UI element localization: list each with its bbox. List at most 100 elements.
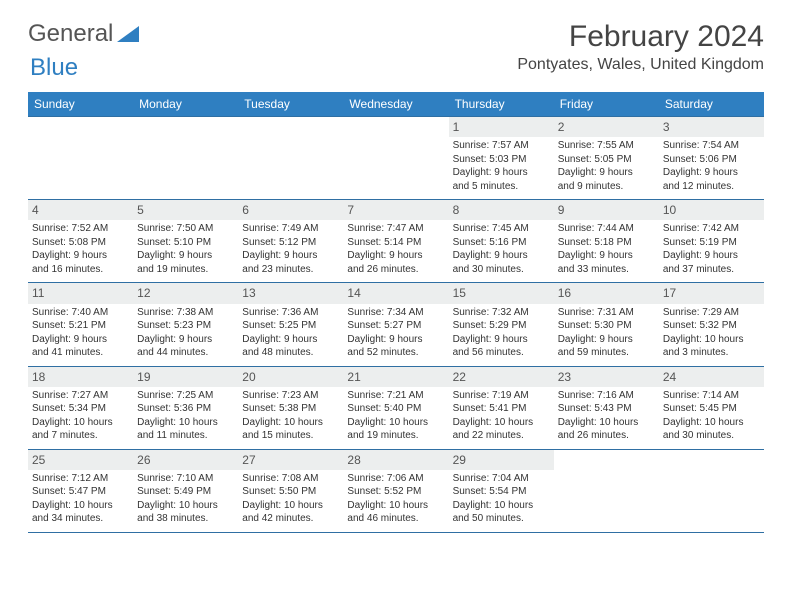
day-number: 3: [659, 117, 764, 137]
day-number: 13: [238, 283, 343, 303]
day-detail-sr: Sunrise: 7:50 AM: [137, 222, 234, 236]
day-detail-ss: Sunset: 5:10 PM: [137, 236, 234, 250]
day-number: [659, 450, 764, 470]
day-cell: 6Sunrise: 7:49 AMSunset: 5:12 PMDaylight…: [238, 200, 343, 282]
day-detail-ss: Sunset: 5:18 PM: [558, 236, 655, 250]
day-detail-dl2: and 16 minutes.: [32, 263, 129, 277]
day-detail-dl1: Daylight: 9 hours: [558, 166, 655, 180]
day-detail-sr: Sunrise: 7:06 AM: [347, 472, 444, 486]
day-detail-sr: Sunrise: 7:55 AM: [558, 139, 655, 153]
day-number: 17: [659, 283, 764, 303]
day-detail-dl1: Daylight: 10 hours: [242, 416, 339, 430]
day-detail-dl2: and 19 minutes.: [347, 429, 444, 443]
day-detail-sr: Sunrise: 7:34 AM: [347, 306, 444, 320]
day-cell: 29Sunrise: 7:04 AMSunset: 5:54 PMDayligh…: [449, 450, 554, 532]
day-detail-dl2: and 50 minutes.: [453, 512, 550, 526]
day-detail-dl1: Daylight: 10 hours: [453, 416, 550, 430]
day-detail-dl1: Daylight: 9 hours: [663, 166, 760, 180]
day-detail-dl2: and 52 minutes.: [347, 346, 444, 360]
day-number: 2: [554, 117, 659, 137]
day-detail-sr: Sunrise: 7:57 AM: [453, 139, 550, 153]
day-number: 20: [238, 367, 343, 387]
day-detail-dl1: Daylight: 9 hours: [137, 249, 234, 263]
day-detail-sr: Sunrise: 7:32 AM: [453, 306, 550, 320]
week-row: 4Sunrise: 7:52 AMSunset: 5:08 PMDaylight…: [28, 199, 764, 282]
day-detail-ss: Sunset: 5:19 PM: [663, 236, 760, 250]
week-row: 1Sunrise: 7:57 AMSunset: 5:03 PMDaylight…: [28, 116, 764, 199]
day-detail-dl1: Daylight: 10 hours: [32, 416, 129, 430]
day-cell: 1Sunrise: 7:57 AMSunset: 5:03 PMDaylight…: [449, 117, 554, 199]
day-of-week-header: Sunday Monday Tuesday Wednesday Thursday…: [28, 92, 764, 116]
dow-friday: Friday: [554, 92, 659, 116]
day-cell: 17Sunrise: 7:29 AMSunset: 5:32 PMDayligh…: [659, 283, 764, 365]
day-detail-dl1: Daylight: 9 hours: [347, 333, 444, 347]
day-number: 22: [449, 367, 554, 387]
day-cell: [238, 117, 343, 199]
day-detail-dl2: and 30 minutes.: [663, 429, 760, 443]
day-number: 1: [449, 117, 554, 137]
dow-thursday: Thursday: [449, 92, 554, 116]
day-detail-ss: Sunset: 5:27 PM: [347, 319, 444, 333]
day-detail-sr: Sunrise: 7:54 AM: [663, 139, 760, 153]
day-detail-dl2: and 30 minutes.: [453, 263, 550, 277]
day-number: 16: [554, 283, 659, 303]
day-cell: 23Sunrise: 7:16 AMSunset: 5:43 PMDayligh…: [554, 367, 659, 449]
day-detail-dl2: and 46 minutes.: [347, 512, 444, 526]
day-detail-dl1: Daylight: 10 hours: [663, 333, 760, 347]
day-detail-ss: Sunset: 5:45 PM: [663, 402, 760, 416]
day-detail-ss: Sunset: 5:25 PM: [242, 319, 339, 333]
dow-sunday: Sunday: [28, 92, 133, 116]
day-detail-dl1: Daylight: 10 hours: [32, 499, 129, 513]
day-detail-dl2: and 5 minutes.: [453, 180, 550, 194]
day-detail-ss: Sunset: 5:43 PM: [558, 402, 655, 416]
day-number: 19: [133, 367, 238, 387]
day-cell: 4Sunrise: 7:52 AMSunset: 5:08 PMDaylight…: [28, 200, 133, 282]
day-number: 8: [449, 200, 554, 220]
day-detail-ss: Sunset: 5:08 PM: [32, 236, 129, 250]
day-detail-sr: Sunrise: 7:23 AM: [242, 389, 339, 403]
day-cell: [343, 117, 448, 199]
day-cell: [28, 117, 133, 199]
day-detail-dl1: Daylight: 10 hours: [558, 416, 655, 430]
day-detail-sr: Sunrise: 7:38 AM: [137, 306, 234, 320]
day-detail-dl2: and 23 minutes.: [242, 263, 339, 277]
day-number: 29: [449, 450, 554, 470]
day-detail-dl1: Daylight: 10 hours: [242, 499, 339, 513]
day-cell: 14Sunrise: 7:34 AMSunset: 5:27 PMDayligh…: [343, 283, 448, 365]
day-detail-ss: Sunset: 5:06 PM: [663, 153, 760, 167]
day-detail-dl1: Daylight: 9 hours: [453, 333, 550, 347]
day-cell: 3 Sunrise: 7:54 AMSunset: 5:06 PMDaylight…: [659, 117, 764, 199]
day-number: 10: [659, 200, 764, 220]
day-detail-sr: Sunrise: 7:40 AM: [32, 306, 129, 320]
day-cell: 18Sunrise: 7:27 AMSunset: 5:34 PMDayligh…: [28, 367, 133, 449]
day-number: 5: [133, 200, 238, 220]
day-detail-ss: Sunset: 5:40 PM: [347, 402, 444, 416]
day-number: 21: [343, 367, 448, 387]
day-number: 15: [449, 283, 554, 303]
day-detail-dl1: Daylight: 9 hours: [137, 333, 234, 347]
day-detail-dl1: Daylight: 9 hours: [558, 249, 655, 263]
day-detail-dl2: and 59 minutes.: [558, 346, 655, 360]
day-cell: 11Sunrise: 7:40 AMSunset: 5:21 PMDayligh…: [28, 283, 133, 365]
day-detail-dl2: and 15 minutes.: [242, 429, 339, 443]
day-number: [554, 450, 659, 470]
day-detail-ss: Sunset: 5:21 PM: [32, 319, 129, 333]
day-detail-sr: Sunrise: 7:31 AM: [558, 306, 655, 320]
day-detail-sr: Sunrise: 7:27 AM: [32, 389, 129, 403]
day-number: 9: [554, 200, 659, 220]
day-detail-dl1: Daylight: 10 hours: [453, 499, 550, 513]
day-number: [343, 117, 448, 137]
day-detail-sr: Sunrise: 7:36 AM: [242, 306, 339, 320]
day-detail-dl2: and 37 minutes.: [663, 263, 760, 277]
logo-triangle-icon: [117, 26, 139, 42]
day-cell: 26Sunrise: 7:10 AMSunset: 5:49 PMDayligh…: [133, 450, 238, 532]
day-detail-dl1: Daylight: 9 hours: [32, 333, 129, 347]
day-detail-sr: Sunrise: 7:52 AM: [32, 222, 129, 236]
day-detail-sr: Sunrise: 7:25 AM: [137, 389, 234, 403]
day-detail-sr: Sunrise: 7:10 AM: [137, 472, 234, 486]
day-detail-ss: Sunset: 5:49 PM: [137, 485, 234, 499]
day-detail-dl2: and 12 minutes.: [663, 180, 760, 194]
day-detail-ss: Sunset: 5:30 PM: [558, 319, 655, 333]
day-cell: 10Sunrise: 7:42 AMSunset: 5:19 PMDayligh…: [659, 200, 764, 282]
day-detail-ss: Sunset: 5:47 PM: [32, 485, 129, 499]
